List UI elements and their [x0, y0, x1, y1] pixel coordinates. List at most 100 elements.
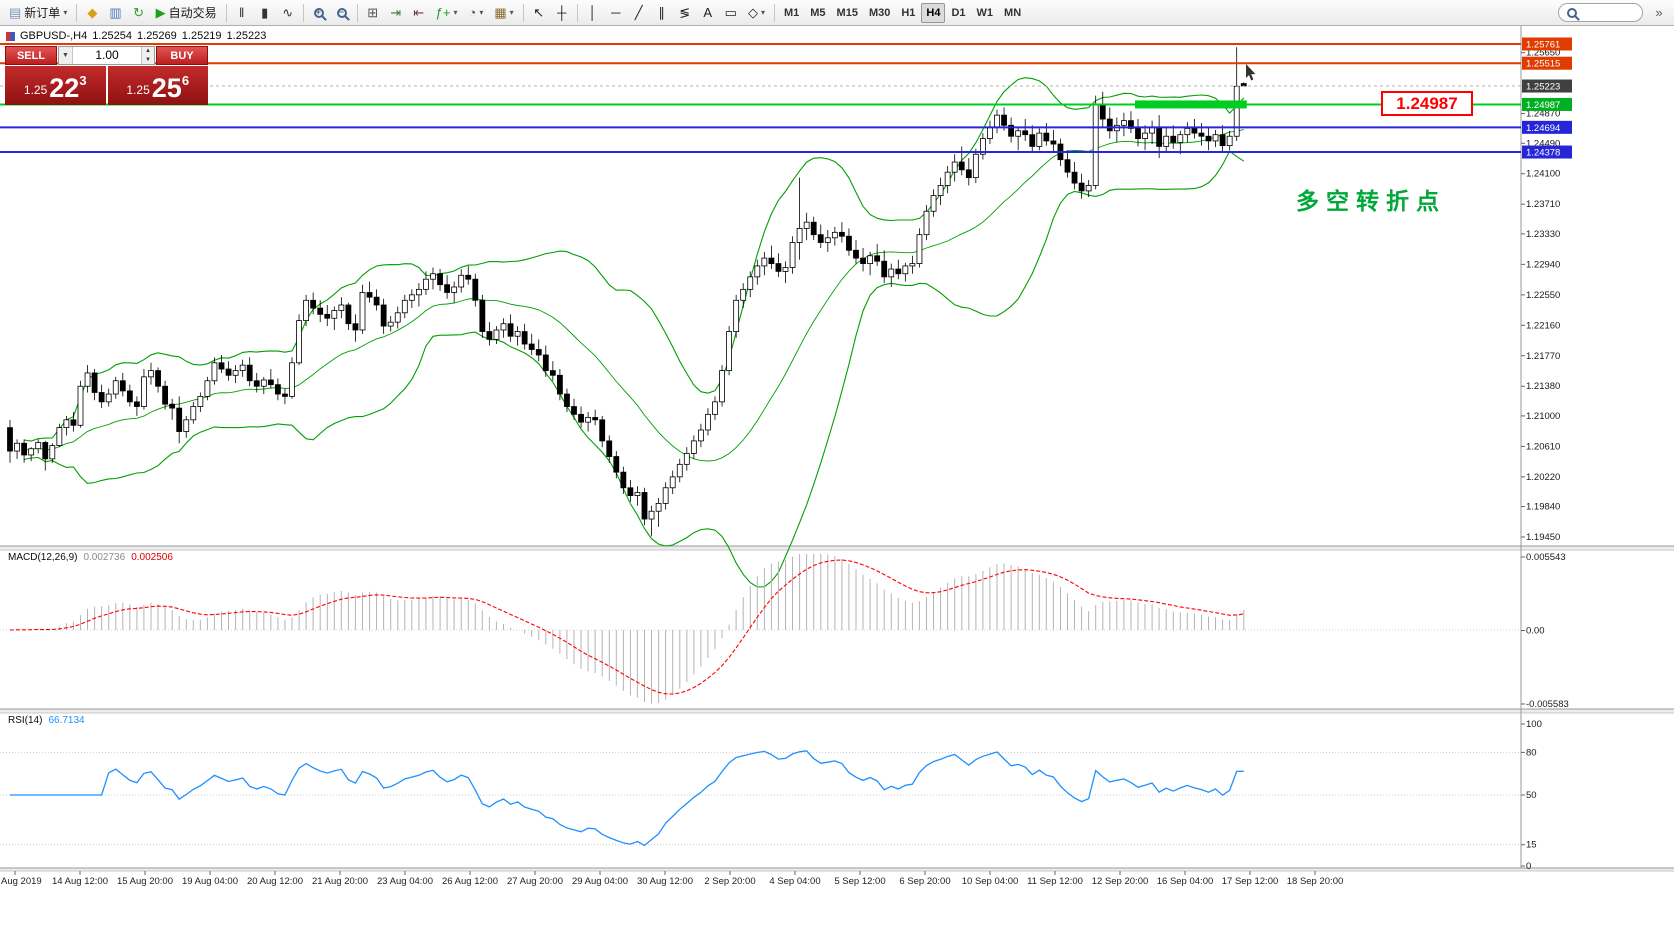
buy-price-pipette: 6 [181, 73, 190, 88]
periods-icon-glyph: ◔ [468, 5, 477, 20]
line-chart-icon-glyph: ∿ [282, 5, 294, 20]
line-chart-icon-button[interactable]: ∿ [277, 2, 299, 23]
svg-text:23 Aug 04:00: 23 Aug 04:00 [377, 876, 433, 887]
timeframe-m5-button[interactable]: M5 [810, 6, 826, 19]
toolbar-separator [302, 3, 304, 22]
tile-windows-icon-glyph: ⊞ [367, 5, 379, 20]
indicators-icon-button[interactable]: ƒ+ ▾ [431, 2, 463, 23]
candlestick-chart-icon-glyph: ▮ [261, 5, 269, 20]
autotrading-button[interactable]: ▶ 自动交易 [151, 2, 222, 23]
timeframe-h1-button[interactable]: H1 [901, 6, 916, 19]
channel-icon-button[interactable]: ∥ [651, 2, 673, 23]
bar-chart-icon-button[interactable]: ǁ [231, 2, 253, 23]
price-annotation-box[interactable]: 1.24987 [1381, 91, 1473, 116]
text-icon-button[interactable]: A [697, 2, 719, 23]
refresh-icon-button[interactable]: ↻ [128, 2, 150, 23]
svg-text:1.22160: 1.22160 [1526, 320, 1560, 331]
vertical-line-icon-button[interactable]: │ [582, 2, 604, 23]
hline-1.24987[interactable] [0, 100, 1521, 109]
rsi-panel[interactable]: 100 80 50 15 0 [0, 719, 1542, 872]
chart-shift-icon-button[interactable]: ⇤ [408, 2, 430, 23]
svg-text:1.25515: 1.25515 [1526, 59, 1560, 70]
chart-chrome [0, 26, 1674, 872]
time-axis[interactable]: 13 Aug 2019 14 Aug 12:00 15 Aug 20:00 19 Au… [0, 871, 1343, 887]
charts-icon-button[interactable]: ◆ [81, 2, 103, 23]
sell-button[interactable]: SELL [5, 46, 57, 65]
sell-price-big: 22 [49, 73, 80, 103]
candlestick-chart-icon-button[interactable]: ▮ [254, 2, 276, 23]
mouse-cursor [1246, 64, 1256, 81]
symbol-search-input[interactable] [1582, 6, 1634, 19]
caret-down-icon: ▾ [63, 8, 68, 17]
timeframe-m30-button[interactable]: M30 [868, 6, 891, 19]
toolbar-more-button[interactable]: » [1648, 2, 1670, 23]
svg-text:11 Sep 12:00: 11 Sep 12:00 [1027, 876, 1083, 887]
volume-stepper: ▲ ▼ [141, 47, 154, 64]
rsi-label: RSI(14) 66.7134 [8, 715, 85, 726]
svg-text:27 Aug 20:00: 27 Aug 20:00 [507, 876, 563, 887]
buy-button[interactable]: BUY [156, 46, 208, 65]
timeframe-w1-button[interactable]: W1 [976, 6, 994, 19]
cursor-icon-button[interactable]: ↖ [528, 2, 550, 23]
volume-up-icon[interactable]: ▲ [142, 47, 154, 56]
svg-text:1.24694: 1.24694 [1526, 123, 1560, 134]
buy-price-display[interactable]: 1.25 25 6 [107, 66, 208, 105]
toolbar-separator [773, 3, 775, 22]
macd-signal-value: 0.002506 [131, 552, 173, 563]
horizontal-line-icon-button[interactable]: ─ [605, 2, 627, 23]
auto-scroll-icon-button[interactable]: ⇥ [385, 2, 407, 23]
templates-icon-button[interactable]: ▦ ▾ [489, 2, 518, 23]
new-order-button[interactable]: ▤ 新订单 ▾ [4, 2, 72, 23]
timeframe-d1-button[interactable]: D1 [951, 6, 966, 19]
svg-text:15: 15 [1526, 840, 1537, 851]
svg-text:1.19450: 1.19450 [1526, 532, 1560, 543]
trendline-icon-button[interactable]: ╱ [628, 2, 650, 23]
svg-text:20 Aug 12:00: 20 Aug 12:00 [247, 876, 303, 887]
volume-dropdown-icon[interactable]: ▼ [59, 47, 73, 64]
timeframe-h4-button[interactable]: H4 [921, 2, 946, 23]
svg-text:14 Aug 12:00: 14 Aug 12:00 [52, 876, 108, 887]
svg-text:13 Aug 2019: 13 Aug 2019 [0, 876, 42, 887]
periods-icon-button[interactable]: ◔ ▾ [463, 2, 488, 23]
svg-text:6 Sep 20:00: 6 Sep 20:00 [899, 876, 950, 887]
volume-down-icon[interactable]: ▼ [142, 55, 154, 64]
price-axis[interactable]: 1.25650 1.24870 1.24490 1.24100 1.23710 1.233… [1521, 37, 1572, 543]
zoom-out-icon-button[interactable]: − [331, 2, 353, 23]
svg-text:100: 100 [1526, 719, 1542, 730]
new-order-button-label: 新订单 [24, 6, 61, 20]
crosshair-icon-button[interactable]: ┼ [551, 2, 573, 23]
channel-icon-glyph: ∥ [658, 5, 665, 20]
fibonacci-icon-button[interactable]: ≶ [674, 2, 696, 23]
sell-price-display[interactable]: 1.25 22 3 [5, 66, 106, 105]
timeframe-m1-button[interactable]: M1 [783, 6, 800, 19]
shapes-icon-button[interactable]: ◇ ▾ [743, 2, 770, 23]
timeframe-m15-button[interactable]: M15 [836, 6, 858, 19]
svg-text:-0.005583: -0.005583 [1526, 699, 1569, 710]
label-icon-button[interactable]: ▭ [720, 2, 742, 23]
chart-note-text[interactable]: 多空转折点 [1296, 188, 1446, 214]
templates-icon-glyph: ▦ [494, 5, 507, 20]
zoom-in-icon-button[interactable]: + [308, 2, 330, 23]
timeframe-mn-button[interactable]: MN [1004, 6, 1022, 19]
svg-text:4 Sep 04:00: 4 Sep 04:00 [769, 876, 820, 887]
toolbar-separator [522, 3, 524, 22]
shapes-icon-glyph: ◇ [747, 5, 758, 20]
main-chart-plot[interactable] [0, 47, 1521, 588]
svg-text:1.25761: 1.25761 [1526, 39, 1560, 50]
charts-icon-glyph: ◆ [87, 5, 98, 20]
volume-field: ▼ 1.00 ▲ ▼ [58, 46, 155, 65]
chart-shift-icon-glyph: ⇤ [413, 5, 425, 20]
macd-panel[interactable]: 0.005543 0.00 -0.005583 [0, 552, 1569, 710]
ohlc-low: 1.25219 [181, 30, 222, 42]
profile-icon-button[interactable]: ▥ [104, 2, 126, 23]
tile-windows-icon-button[interactable]: ⊞ [362, 2, 384, 23]
svg-text:5 Sep 12:00: 5 Sep 12:00 [834, 876, 885, 887]
svg-text:0: 0 [1526, 861, 1531, 872]
bar-chart-icon-glyph: ǁ [238, 5, 245, 20]
profile-icon-glyph: ▥ [109, 5, 122, 20]
symbol-period-label: GBPUSD-,H4 [20, 30, 88, 42]
symbol-chart-icon [6, 31, 15, 41]
svg-text:1.25223: 1.25223 [1526, 82, 1560, 93]
volume-value[interactable]: 1.00 [95, 48, 119, 62]
